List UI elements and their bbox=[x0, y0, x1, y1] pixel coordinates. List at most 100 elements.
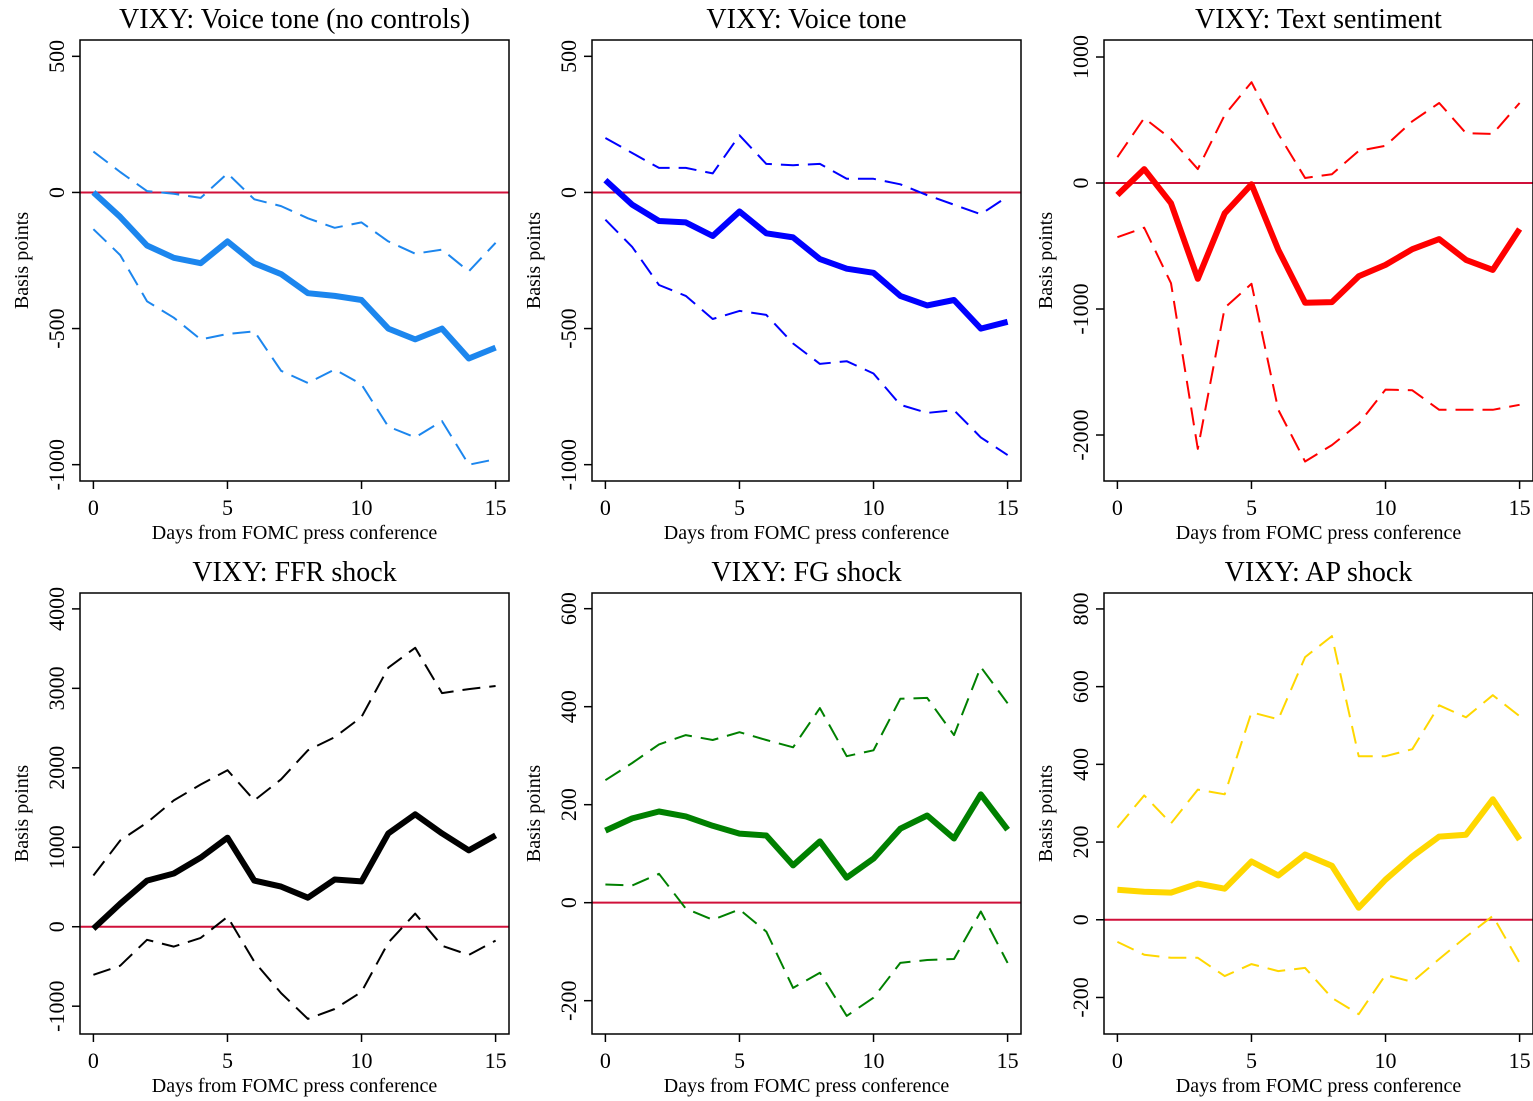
x-tick-label: 15 bbox=[485, 495, 507, 520]
y-axis-label: Basis points bbox=[1035, 765, 1057, 862]
y-axis-label: Basis points bbox=[523, 212, 545, 309]
x-axis-label: Days from FOMC press conference bbox=[152, 522, 438, 544]
x-tick-label: 15 bbox=[485, 1048, 507, 1073]
confidence-band-line bbox=[604, 134, 1009, 216]
chart-title: VIXY: FFR shock bbox=[192, 557, 396, 588]
x-axis-label: Days from FOMC press conference bbox=[664, 522, 950, 544]
panel: VIXY: Voice tone (no controls) Days from … bbox=[11, 4, 510, 544]
y-tick-label: -1000 bbox=[556, 439, 581, 490]
y-tick-label: 400 bbox=[1068, 748, 1093, 781]
estimate-line bbox=[91, 811, 498, 931]
confidence-band-line bbox=[93, 912, 497, 1020]
confidence-band-line bbox=[92, 646, 496, 877]
y-tick-label: -200 bbox=[556, 981, 581, 1021]
plot-frame bbox=[1103, 592, 1533, 1035]
y-tick-label: -1000 bbox=[1068, 283, 1093, 334]
x-tick-label: 0 bbox=[1112, 1048, 1123, 1073]
y-tick-label: 2000 bbox=[44, 746, 69, 790]
confidence-band-line bbox=[604, 666, 1009, 782]
x-tick-label: 10 bbox=[1375, 495, 1397, 520]
panel: VIXY: AP shock Days from FOMC press confe… bbox=[1035, 557, 1533, 1097]
x-tick-label: 5 bbox=[222, 1048, 233, 1073]
plot-frame bbox=[79, 39, 510, 482]
y-tick-label: 1000 bbox=[44, 825, 69, 869]
panel: VIXY: Voice tone Days from FOMC press con… bbox=[523, 4, 1022, 544]
y-tick-label: 600 bbox=[556, 592, 581, 625]
confidence-band-line bbox=[605, 872, 1009, 1017]
y-axis-label: Basis points bbox=[523, 765, 545, 862]
y-tick-label: 600 bbox=[1068, 670, 1093, 703]
chart-title: VIXY: Text sentiment bbox=[1195, 4, 1442, 35]
chart-title: VIXY: AP shock bbox=[1225, 557, 1413, 588]
estimate-line bbox=[604, 791, 1010, 881]
y-tick-label: -1000 bbox=[44, 439, 69, 490]
x-tick-label: 10 bbox=[351, 495, 373, 520]
x-axis-label: Days from FOMC press conference bbox=[1176, 522, 1462, 544]
x-tick-label: 5 bbox=[1246, 1048, 1257, 1073]
plot-frame bbox=[1103, 39, 1533, 482]
x-axis-label: Days from FOMC press conference bbox=[152, 1075, 438, 1097]
x-tick-label: 0 bbox=[88, 1048, 99, 1073]
y-tick-label: 1000 bbox=[1068, 35, 1093, 79]
x-tick-label: 15 bbox=[1509, 1048, 1531, 1073]
y-tick-label: 0 bbox=[44, 187, 69, 198]
x-tick-label: 0 bbox=[1112, 495, 1123, 520]
y-tick-label: 800 bbox=[1068, 592, 1093, 625]
estimate-line bbox=[91, 190, 497, 362]
x-tick-label: 10 bbox=[351, 1048, 373, 1073]
y-tick-label: 500 bbox=[44, 40, 69, 73]
x-tick-label: 5 bbox=[222, 495, 233, 520]
y-tick-label: 0 bbox=[1068, 914, 1093, 925]
x-tick-label: 15 bbox=[1509, 495, 1531, 520]
confidence-band-line bbox=[1117, 226, 1520, 463]
x-axis-label: Days from FOMC press conference bbox=[664, 1075, 950, 1097]
y-tick-label: -500 bbox=[556, 308, 581, 348]
confidence-band-line bbox=[1116, 81, 1521, 179]
chart-title: VIXY: FG shock bbox=[711, 557, 901, 588]
y-axis-label: Basis points bbox=[11, 765, 33, 862]
x-tick-label: 10 bbox=[1375, 1048, 1397, 1073]
estimate-line bbox=[1117, 796, 1523, 911]
estimate-line bbox=[603, 177, 1009, 332]
y-tick-label: -200 bbox=[1068, 977, 1093, 1017]
y-tick-label: 200 bbox=[1068, 826, 1093, 859]
y-tick-label: 4000 bbox=[44, 587, 69, 631]
x-axis-label: Days from FOMC press conference bbox=[1176, 1075, 1462, 1097]
y-tick-label: -500 bbox=[44, 308, 69, 348]
x-tick-label: 0 bbox=[88, 495, 99, 520]
estimate-line bbox=[1115, 166, 1523, 306]
plot-frame bbox=[591, 592, 1022, 1035]
confidence-band-line bbox=[604, 218, 1009, 456]
panel: VIXY: Text sentiment Days from FOMC press… bbox=[1035, 4, 1533, 544]
y-tick-label: 400 bbox=[556, 690, 581, 723]
y-tick-label: 500 bbox=[556, 40, 581, 73]
x-tick-label: 5 bbox=[734, 495, 745, 520]
x-tick-label: 15 bbox=[997, 1048, 1019, 1073]
y-tick-label: 0 bbox=[1068, 178, 1093, 189]
y-tick-label: 0 bbox=[556, 187, 581, 198]
y-tick-label: -2000 bbox=[1068, 409, 1093, 460]
x-tick-label: 5 bbox=[1246, 495, 1257, 520]
chart-title: VIXY: Voice tone (no controls) bbox=[119, 4, 470, 35]
plot-frame bbox=[591, 39, 1022, 482]
panel: VIXY: FFR shock Days from FOMC press conf… bbox=[11, 557, 510, 1097]
x-tick-label: 0 bbox=[600, 495, 611, 520]
confidence-band-line bbox=[92, 228, 496, 466]
x-tick-label: 10 bbox=[863, 495, 885, 520]
chart-title: VIXY: Voice tone bbox=[706, 4, 906, 35]
x-tick-label: 15 bbox=[997, 495, 1019, 520]
confidence-band-line bbox=[92, 150, 497, 273]
y-axis-label: Basis points bbox=[11, 212, 33, 309]
plot-frame bbox=[79, 592, 510, 1035]
y-tick-label: 0 bbox=[556, 897, 581, 908]
x-tick-label: 10 bbox=[863, 1048, 885, 1073]
y-tick-label: -1000 bbox=[44, 981, 69, 1032]
y-tick-label: 0 bbox=[44, 921, 69, 932]
y-tick-label: 3000 bbox=[44, 666, 69, 710]
x-tick-label: 5 bbox=[734, 1048, 745, 1073]
y-axis-label: Basis points bbox=[1035, 212, 1057, 309]
confidence-band-line bbox=[1116, 635, 1521, 829]
y-tick-label: 200 bbox=[556, 788, 581, 821]
x-tick-label: 0 bbox=[600, 1048, 611, 1073]
